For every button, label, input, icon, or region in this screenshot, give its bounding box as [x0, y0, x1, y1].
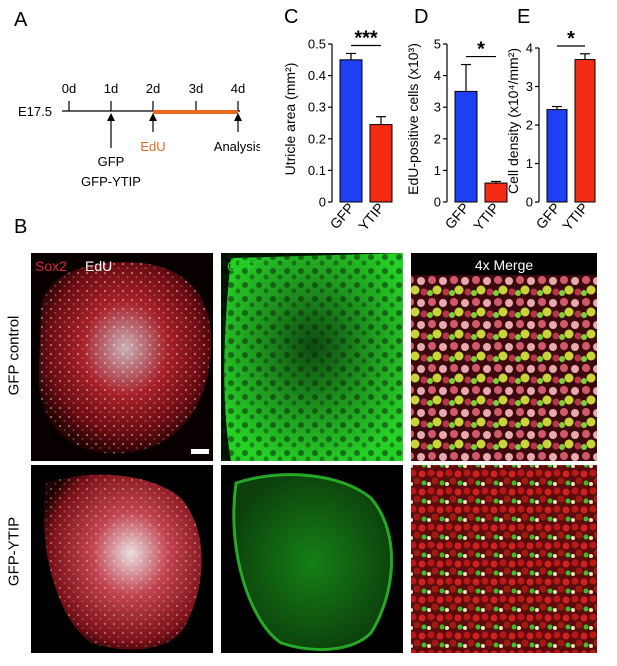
significance-marker: *: [477, 39, 485, 61]
significance-marker: ***: [354, 27, 378, 49]
panel-letter-d: D: [414, 6, 429, 28]
panel-letter-b: B: [14, 216, 28, 238]
y-tick-label: 0: [319, 195, 326, 210]
image-gfp-ytip-gfp: [221, 465, 403, 653]
y-tick-label: 5: [434, 37, 441, 52]
image-gfp-ytip-sox2-edu: [31, 465, 213, 653]
day-label-1d: 1d: [104, 81, 118, 96]
category-label: GFP: [442, 200, 473, 232]
day-label-0d: 0d: [62, 81, 76, 96]
bar-ytip: [369, 124, 393, 203]
event-edu: EdU: [140, 139, 165, 154]
y-tick-label: 0: [434, 195, 441, 210]
bar-gfp: [454, 90, 478, 203]
chart-c-utricle-area: 0 0.1 0.2 0.3 0.4 0.5 Utricle area (mm²) GFPYTI…: [282, 27, 393, 234]
y-axis-label: EdU-positive cells (x10³): [405, 43, 421, 195]
y-tick-label: 0.1: [308, 163, 326, 178]
category-label: GFP: [327, 200, 358, 232]
y-tick-label: 2: [526, 118, 533, 133]
panel-letter-c: C: [284, 6, 299, 28]
panel-letter-e: E: [517, 6, 531, 28]
edu-period-bar: [153, 110, 238, 114]
category-label: YTIP: [559, 200, 591, 234]
channel-label-edu: EdU: [85, 258, 112, 274]
timeline-start-label: E17.5: [18, 104, 52, 119]
y-tick-label: 4: [434, 68, 441, 83]
y-tick-label: 4: [526, 41, 533, 56]
micrograph-grid: Sox2 EdU GFP 4x Merge: [31, 253, 597, 653]
bar-ytip: [484, 182, 508, 203]
scale-bar: [191, 449, 209, 454]
day-label-2d: 2d: [146, 81, 160, 96]
event-arrows: [107, 113, 242, 148]
channel-label-gfp: GFP: [227, 258, 256, 274]
category-label: GFP: [533, 200, 564, 232]
y-tick-label: 0.5: [308, 37, 326, 52]
bar-gfp: [339, 59, 363, 203]
row-label-gfp-control: GFP control: [5, 315, 23, 396]
y-tick-label: 0.3: [308, 100, 326, 115]
y-tick-label: 3: [526, 79, 533, 94]
image-gfp-ytip-merge: [411, 465, 597, 653]
y-tick-label: 1: [434, 163, 441, 178]
bar-gfp: [546, 109, 568, 203]
day-label-4d: 4d: [231, 81, 245, 96]
y-tick-label: 1: [526, 156, 533, 171]
event-analysis: Analysis: [214, 139, 260, 154]
y-tick-label: 3: [434, 100, 441, 115]
y-tick-label: 0.4: [308, 68, 326, 83]
day-label-3d: 3d: [189, 81, 203, 96]
timeline-ticks: [68, 101, 239, 111]
panel-letter-a: A: [14, 9, 28, 31]
y-tick-label: 0.2: [308, 131, 326, 146]
y-tick-label: 0: [526, 195, 533, 210]
significance-marker: *: [567, 28, 575, 50]
image-gfp-control-sox2-edu: [31, 253, 213, 461]
image-gfp-control-gfp: [221, 253, 403, 461]
category-label: YTIP: [355, 200, 387, 234]
event-gfp-ytip: GFP-YTIP: [81, 174, 141, 189]
channel-label-sox2: Sox2: [35, 258, 67, 274]
y-axis-label: Cell density (x10⁴/mm²): [505, 48, 521, 194]
event-gfp: GFP: [98, 154, 125, 169]
category-label: YTIP: [470, 200, 502, 234]
y-axis-label: Utricle area (mm²): [282, 63, 298, 176]
y-tick-label: 2: [434, 131, 441, 146]
panel-a-timeline: A E17.5 0d 1d 2d 3d 4d GFP GFP-YTIP EdU …: [14, 9, 260, 189]
channel-label-merge: 4x Merge: [475, 257, 534, 273]
image-gfp-control-merge: [411, 253, 597, 461]
row-label-gfp-ytip: GFP-YTIP: [5, 516, 23, 587]
bar-ytip: [574, 59, 596, 203]
